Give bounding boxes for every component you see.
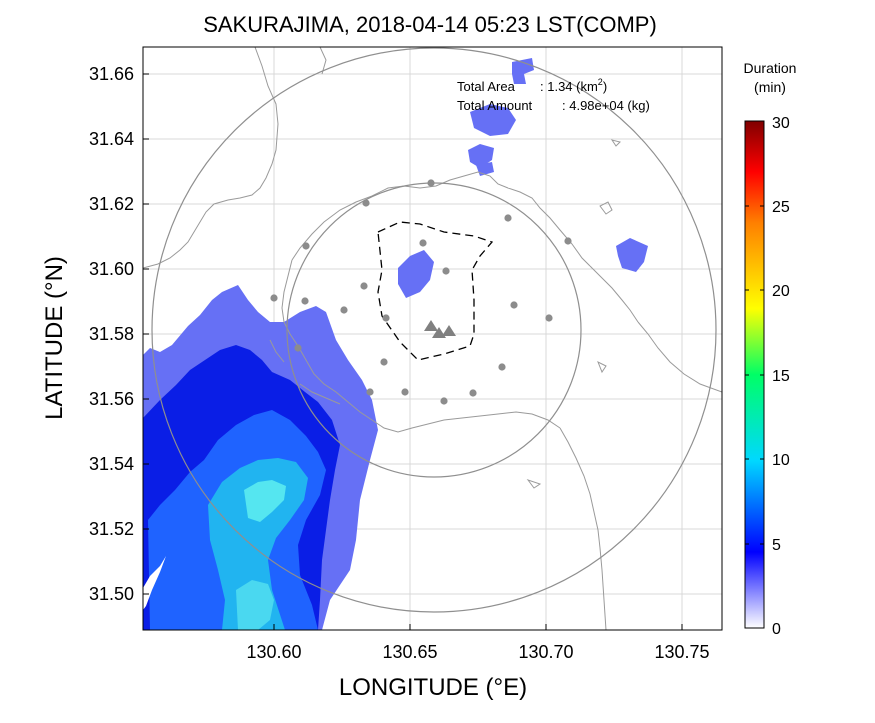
ash-patch-east — [616, 238, 648, 272]
plot-frame — [142, 46, 723, 631]
x-tick-label: 130.70 — [518, 642, 573, 662]
vent-marker — [424, 320, 438, 331]
svg-text:Total Area : 1.34 (km2: Total Area : 1.34 (km2) — [457, 77, 607, 94]
ash-region-bright — [244, 480, 286, 522]
x-axis-label: LONGITUDE (°E) — [339, 674, 527, 701]
x-tick-labels: 130.60 130.65 130.70 130.75 — [246, 642, 709, 662]
colorbar-title: Duration — [744, 60, 797, 76]
totals-annotation: Total Area : 1.34 (km2) Total Amount : 4… — [457, 77, 650, 113]
vent-marker — [442, 325, 456, 336]
outer-range-circle — [151, 47, 717, 613]
colorbar-tick-label: 30 — [772, 115, 790, 132]
total-area-value: : 1.34 (km — [540, 79, 598, 94]
y-tick-label: 31.52 — [89, 519, 134, 539]
x-tick-label: 130.75 — [654, 642, 709, 662]
ash-gap-white — [143, 556, 166, 610]
colorbar-tick-label: 0 — [772, 621, 781, 638]
ash-patch-north-3 — [468, 144, 494, 168]
y-tick-label: 31.58 — [89, 324, 134, 344]
coastline — [143, 47, 722, 630]
y-tick-label: 31.62 — [89, 194, 134, 214]
x-tick-label: 130.65 — [382, 642, 437, 662]
y-axis-label: LATITUDE (°N) — [41, 256, 68, 420]
colorbar: Duration (min) 0 5 10 15 20 25 30 — [744, 60, 797, 638]
ash-region-bright-south — [236, 580, 274, 630]
total-amount-value: : 4.98e+04 (kg) — [562, 98, 650, 113]
colorbar-tick-label: 15 — [772, 368, 790, 385]
y-tick-label: 31.50 — [89, 584, 134, 604]
volcanic-vents — [424, 320, 456, 338]
colorbar-tick-label: 20 — [772, 283, 790, 300]
y-tick-label: 31.64 — [89, 129, 134, 149]
total-area-label: Total Area — [457, 79, 516, 94]
y-tick-labels: 31.50 31.52 31.54 31.56 31.58 31.60 31.6… — [89, 64, 134, 604]
colorbar-unit: (min) — [754, 79, 786, 95]
chart-title: SAKURAJIMA, 2018-04-14 05:23 LST(COMP) — [203, 12, 657, 37]
colorbar-tick-label: 5 — [772, 537, 781, 554]
colorbar-tick-label: 10 — [772, 452, 790, 469]
y-tick-label: 31.60 — [89, 259, 134, 279]
total-amount-label: Total Amount — [457, 98, 533, 113]
y-tick-label: 31.54 — [89, 454, 134, 474]
colorbar-ticks — [745, 205, 764, 545]
x-tick-label: 130.60 — [246, 642, 301, 662]
ash-patch-north-2 — [470, 104, 516, 136]
y-tick-label: 31.56 — [89, 389, 134, 409]
ash-duration-field — [143, 58, 648, 630]
ash-region-light-west — [143, 348, 160, 380]
crater-area-boundary — [377, 221, 494, 361]
plot-area: Total Area : 1.34 (km2) Total Amount : 4… — [142, 46, 723, 631]
ash-patch-center — [398, 250, 434, 298]
total-area-close: ) — [603, 79, 607, 94]
y-tick-label: 31.66 — [89, 64, 134, 84]
colorbar-tick-label: 25 — [772, 199, 790, 216]
tick-marks — [143, 73, 683, 630]
svg-text:Total Amount : 4.98e+0: Total Amount : 4.98e+04 (kg) — [457, 98, 650, 113]
observation-stations — [270, 179, 572, 405]
total-area-unit-exponent: 2 — [598, 77, 603, 87]
